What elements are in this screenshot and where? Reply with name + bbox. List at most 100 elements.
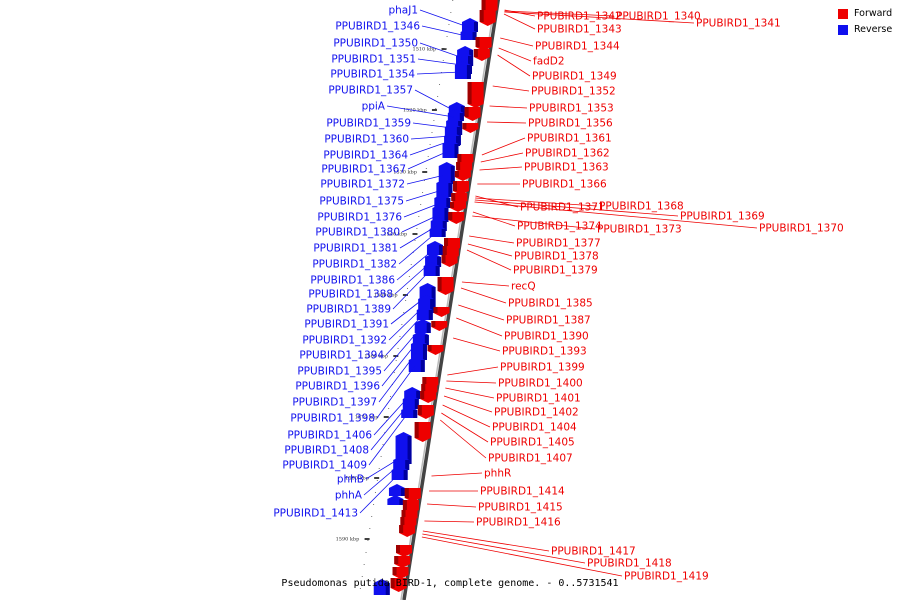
reverse-gene-feature[interactable] [388,484,405,496]
forward-gene-label[interactable]: PPUBIRD1_1344 [535,41,620,53]
forward-gene-label[interactable]: PPUBIRD1_1416 [476,517,561,529]
forward-gene-feature[interactable] [448,212,465,224]
forward-gene-label[interactable]: PPUBIRD1_1342 [537,11,622,23]
reverse-gene-feature[interactable] [408,356,425,372]
forward-gene-feature[interactable] [450,202,467,212]
forward-gene-label[interactable]: PPUBIRD1_1366 [522,179,607,191]
reverse-gene-label[interactable]: PPUBIRD1_1392 [302,335,387,347]
reverse-gene-label[interactable]: PPUBIRD1_1381 [313,243,398,255]
forward-gene-label[interactable]: PPUBIRD1_1356 [528,118,613,130]
forward-gene-label[interactable]: PPUBIRD1_1377 [516,238,601,250]
forward-gene-label[interactable]: PPUBIRD1_1379 [513,265,598,277]
forward-gene-feature[interactable] [394,556,411,568]
forward-gene-label[interactable]: PPUBIRD1_1353 [529,103,614,115]
forward-gene-label[interactable]: PPUBIRD1_1415 [478,502,563,514]
forward-gene-label[interactable]: PPUBIRD1_1393 [502,346,587,358]
reverse-gene-label[interactable]: ppiA [362,101,386,113]
forward-gene-feature[interactable] [420,391,437,403]
reverse-gene-label[interactable]: PPUBIRD1_1397 [292,397,377,409]
forward-gene-label[interactable]: PPUBIRD1_1369 [680,211,765,223]
forward-gene-feature[interactable] [390,578,407,592]
forward-gene-label[interactable]: PPUBIRD1_1390 [504,331,589,343]
reverse-gene-feature[interactable] [401,406,418,418]
forward-gene-feature[interactable] [437,277,454,295]
forward-gene-label[interactable]: phhR [484,468,511,480]
reverse-gene-feature[interactable] [395,432,412,464]
forward-gene-feature[interactable] [473,49,490,61]
forward-gene-label[interactable]: fadD2 [533,56,565,68]
forward-gene-feature[interactable] [433,307,450,317]
reverse-gene-label[interactable]: PPUBIRD1_1376 [317,212,402,224]
reverse-gene-label[interactable]: PPUBIRD1_1386 [310,275,395,287]
forward-gene-label[interactable]: PPUBIRD1_1352 [531,86,616,98]
reverse-gene-feature[interactable] [461,18,478,32]
forward-gene-feature[interactable] [441,255,458,267]
reverse-gene-label[interactable]: PPUBIRD1_1351 [331,54,416,66]
reverse-gene-label[interactable]: phhA [335,490,363,502]
forward-gene-label[interactable]: PPUBIRD1_1361 [527,133,612,145]
forward-gene-feature[interactable] [399,525,416,537]
forward-gene-label[interactable]: PPUBIRD1_1400 [498,378,583,390]
forward-gene-label[interactable]: PPUBIRD1_1407 [488,453,573,465]
reverse-gene-label[interactable]: PPUBIRD1_1413 [273,508,358,520]
forward-gene-feature[interactable] [414,422,431,442]
reverse-gene-label[interactable]: PPUBIRD1_1389 [306,304,391,316]
forward-gene-label[interactable]: PPUBIRD1_1362 [525,148,610,160]
reverse-gene-label[interactable]: phhB [337,474,364,486]
reverse-gene-label[interactable]: PPUBIRD1_1408 [284,445,369,457]
reverse-gene-label[interactable]: PPUBIRD1_1394 [299,350,384,362]
forward-gene-label[interactable]: PPUBIRD1_1373 [597,224,682,236]
forward-gene-feature[interactable] [479,10,496,26]
reverse-gene-feature[interactable] [414,319,431,333]
reverse-gene-feature[interactable] [460,28,477,40]
reverse-gene-label[interactable]: PPUBIRD1_1367 [321,164,406,176]
forward-gene-label[interactable]: PPUBIRD1_1341 [696,18,781,30]
forward-gene-label[interactable]: PPUBIRD1_1363 [524,162,609,174]
reverse-gene-label[interactable]: PPUBIRD1_1360 [324,134,409,146]
forward-gene-feature[interactable] [454,171,471,181]
forward-gene-feature[interactable] [475,37,492,51]
reverse-gene-label[interactable]: PPUBIRD1_1382 [312,259,397,271]
reverse-gene-feature[interactable] [447,109,464,121]
reverse-gene-label[interactable]: PPUBIRD1_1409 [282,460,367,472]
reverse-gene-feature[interactable] [404,387,421,399]
forward-gene-label[interactable]: PPUBIRD1_1370 [759,223,844,235]
reverse-gene-label[interactable]: phaJ1 [388,5,418,17]
forward-gene-label[interactable]: PPUBIRD1_1374 [517,221,602,233]
reverse-gene-label[interactable]: PPUBIRD1_1391 [304,319,389,331]
forward-gene-label[interactable]: recQ [511,281,536,293]
reverse-gene-label[interactable]: PPUBIRD1_1375 [319,196,404,208]
reverse-gene-label[interactable]: PPUBIRD1_1396 [295,381,380,393]
forward-gene-label[interactable]: PPUBIRD1_1378 [514,251,599,263]
forward-gene-label[interactable]: PPUBIRD1_1399 [500,362,585,374]
forward-gene-feature[interactable] [417,405,434,419]
forward-gene-feature[interactable] [431,321,448,331]
reverse-gene-label[interactable]: PPUBIRD1_1406 [287,430,372,442]
forward-gene-label[interactable]: PPUBIRD1_1371 [520,202,605,214]
forward-gene-label[interactable]: PPUBIRD1_1417 [551,546,636,558]
reverse-gene-label[interactable]: PPUBIRD1_1380 [315,227,400,239]
reverse-gene-label[interactable]: PPUBIRD1_1359 [326,118,411,130]
forward-gene-feature[interactable] [396,545,413,557]
reverse-gene-feature[interactable] [432,204,449,222]
reverse-gene-label[interactable]: PPUBIRD1_1388 [308,289,393,301]
forward-gene-label[interactable]: PPUBIRD1_1343 [537,24,622,36]
forward-gene-label[interactable]: PPUBIRD1_1368 [599,201,684,213]
forward-gene-feature[interactable] [464,107,481,121]
reverse-gene-label[interactable]: PPUBIRD1_1398 [290,413,375,425]
forward-gene-feature[interactable] [427,345,444,355]
reverse-gene-feature[interactable] [442,140,459,158]
forward-gene-label[interactable]: PPUBIRD1_1405 [490,437,575,449]
forward-gene-label[interactable]: PPUBIRD1_1402 [494,407,579,419]
reverse-gene-feature[interactable] [373,579,390,595]
forward-gene-label[interactable]: PPUBIRD1_1418 [587,558,672,570]
reverse-gene-label[interactable]: PPUBIRD1_1395 [297,366,382,378]
forward-gene-label[interactable]: PPUBIRD1_1340 [616,11,701,23]
reverse-gene-label[interactable]: PPUBIRD1_1350 [333,38,418,50]
forward-gene-feature[interactable] [462,123,479,133]
forward-gene-label[interactable]: PPUBIRD1_1401 [496,393,581,405]
reverse-gene-feature[interactable] [454,61,471,79]
reverse-gene-feature[interactable] [438,162,455,184]
reverse-gene-feature[interactable] [387,495,404,505]
reverse-gene-label[interactable]: PPUBIRD1_1354 [330,69,415,81]
